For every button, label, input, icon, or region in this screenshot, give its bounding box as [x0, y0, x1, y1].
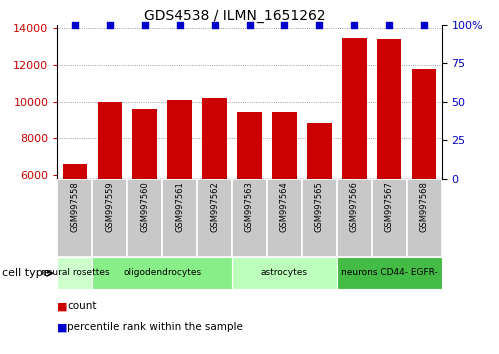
- Text: oligodendrocytes: oligodendrocytes: [123, 268, 201, 277]
- Bar: [232, 179, 267, 257]
- Text: GSM997565: GSM997565: [315, 181, 324, 232]
- Point: [280, 22, 288, 28]
- Point: [246, 22, 253, 28]
- Text: neural rosettes: neural rosettes: [40, 268, 109, 277]
- Bar: [127, 179, 162, 257]
- Point: [420, 22, 428, 28]
- Text: GSM997558: GSM997558: [70, 181, 79, 232]
- Point: [176, 22, 184, 28]
- Bar: [337, 179, 372, 257]
- Text: ■: ■: [57, 322, 68, 332]
- Bar: [407, 179, 442, 257]
- Text: GSM997559: GSM997559: [105, 181, 114, 232]
- Bar: [302, 179, 337, 257]
- Text: GSM997560: GSM997560: [140, 181, 149, 232]
- Point: [385, 22, 393, 28]
- Text: GSM997561: GSM997561: [175, 181, 184, 232]
- Text: GSM997568: GSM997568: [420, 181, 429, 232]
- Bar: [132, 109, 157, 285]
- Text: astrocytes: astrocytes: [261, 268, 308, 277]
- Bar: [377, 39, 401, 285]
- Text: cell type: cell type: [2, 268, 50, 278]
- Text: count: count: [67, 301, 97, 311]
- Bar: [97, 102, 122, 285]
- Bar: [232, 257, 337, 289]
- Point: [315, 22, 323, 28]
- Bar: [372, 179, 407, 257]
- Point: [211, 22, 219, 28]
- Text: GSM997567: GSM997567: [385, 181, 394, 232]
- Bar: [92, 257, 232, 289]
- Bar: [337, 257, 442, 289]
- Text: GSM997563: GSM997563: [245, 181, 254, 232]
- Text: GSM997564: GSM997564: [280, 181, 289, 232]
- Bar: [238, 112, 262, 285]
- Point: [350, 22, 358, 28]
- Bar: [342, 38, 366, 285]
- Point: [141, 22, 149, 28]
- Text: neurons CD44- EGFR-: neurons CD44- EGFR-: [341, 268, 438, 277]
- Bar: [267, 179, 302, 257]
- Bar: [412, 69, 436, 285]
- Bar: [63, 164, 87, 285]
- Bar: [57, 179, 92, 257]
- Text: GSM997566: GSM997566: [350, 181, 359, 232]
- Point: [71, 22, 79, 28]
- Bar: [203, 98, 227, 285]
- Bar: [162, 179, 197, 257]
- Bar: [92, 179, 127, 257]
- Text: GDS4538 / ILMN_1651262: GDS4538 / ILMN_1651262: [144, 9, 325, 23]
- Bar: [272, 112, 296, 285]
- Bar: [197, 179, 232, 257]
- Bar: [307, 123, 331, 285]
- Point: [106, 22, 114, 28]
- Text: GSM997562: GSM997562: [210, 181, 219, 232]
- Bar: [167, 100, 192, 285]
- Bar: [57, 257, 92, 289]
- Text: percentile rank within the sample: percentile rank within the sample: [67, 322, 243, 332]
- Text: ■: ■: [57, 301, 68, 311]
